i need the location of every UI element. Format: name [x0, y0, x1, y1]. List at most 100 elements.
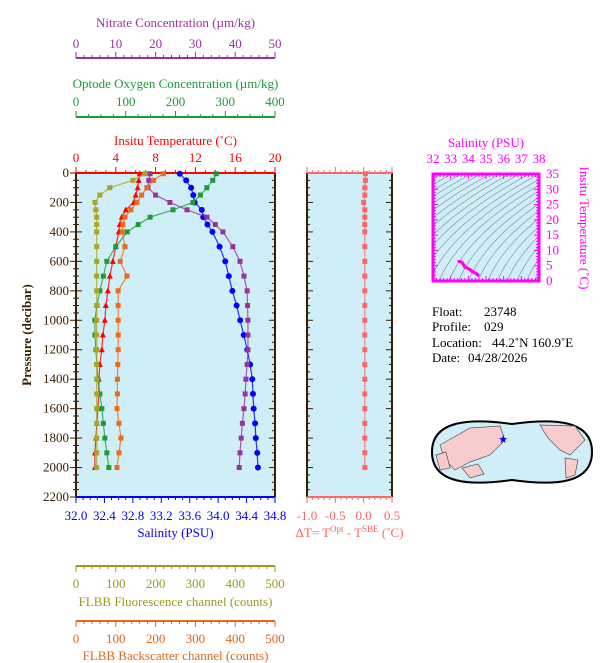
sal-data-point	[216, 243, 223, 250]
temp-tick-label: 20	[269, 150, 282, 165]
nit-data-point	[237, 450, 243, 456]
isopycnal-line	[433, 174, 530, 246]
sal-data-point	[229, 287, 236, 294]
ts-temperature-tick-label: 5	[546, 258, 553, 273]
dt-data-point	[362, 185, 368, 191]
nit-data-point	[230, 244, 236, 250]
temp-data-point	[98, 346, 105, 353]
oxy-tick-label: 300	[216, 94, 236, 109]
isopycnal-line	[433, 174, 501, 219]
ts-salinity-tick-label: 32	[427, 151, 440, 166]
oxy-data-point	[170, 207, 176, 213]
bks-data-point	[117, 258, 123, 264]
flu-data-point	[94, 376, 100, 382]
temp-tick-label: 8	[152, 150, 159, 165]
oxy-axis-title: Optode Oxygen Concentration (µm/kg)	[73, 76, 279, 91]
flu-tick-label: 0	[73, 576, 80, 591]
flu-tick-label: 400	[225, 576, 245, 591]
bks-data-point	[116, 420, 122, 426]
oxy-data-point	[113, 244, 119, 250]
sal-tick-label: 34.4	[235, 508, 258, 523]
ts-temperature-tick-label: 15	[546, 227, 559, 242]
pressure-tick-label: 2000	[43, 460, 69, 475]
dt-data-point	[361, 199, 367, 205]
pressure-tick-label: 1000	[43, 312, 69, 327]
dt-data-point	[362, 317, 368, 323]
sal-tick-label: 34.8	[264, 508, 287, 523]
float-id: 23748	[484, 304, 517, 319]
sal-data-point	[225, 273, 232, 280]
temp-tick-label: 12	[189, 150, 202, 165]
sal-data-point	[204, 221, 211, 228]
nit-tick-label: 0	[73, 36, 80, 51]
bks-data-point	[144, 185, 150, 191]
flu-data-point	[94, 222, 100, 228]
sal-tick-label: 33.6	[178, 508, 201, 523]
dt-tick-label: -0.5	[325, 508, 346, 523]
pressure-tick-label: 0	[63, 165, 70, 180]
isopycnal-line	[487, 218, 539, 281]
oxy-data-point	[204, 185, 210, 191]
flu-axis-title: FLBB Fluorescence channel (counts)	[79, 594, 273, 609]
oxy-data-point	[100, 420, 106, 426]
oxy-data-point	[197, 192, 203, 198]
nit-data-point	[212, 222, 218, 228]
flu-data-point	[94, 406, 100, 412]
flu-data-point	[94, 361, 100, 367]
flu-data-point	[94, 214, 100, 220]
nit-data-point	[236, 465, 242, 471]
flu-data-point	[94, 450, 100, 456]
isopycnal-line	[516, 245, 539, 281]
delta-t-plot-background	[307, 173, 392, 497]
nit-data-point	[242, 391, 248, 397]
dt-data-point	[362, 435, 368, 441]
bks-data-point	[114, 391, 120, 397]
nit-data-point	[245, 303, 251, 309]
oxy-data-point	[102, 435, 108, 441]
temp-data-point	[132, 191, 139, 198]
pressure-tick-label: 2200	[43, 489, 69, 504]
oxy-data-point	[106, 465, 112, 471]
dt-data-point	[362, 171, 368, 177]
oxy-data-point	[210, 177, 216, 183]
temp-data-point	[109, 257, 116, 264]
africa-landmass	[435, 451, 451, 471]
ts-salinity-tick-label: 36	[497, 151, 511, 166]
flu-data-point	[94, 332, 100, 338]
ts-data-point	[476, 273, 480, 277]
ts-temperature-tick-label: 0	[546, 273, 553, 288]
profile-number: 029	[484, 319, 504, 334]
ts-salinity-tick-label: 34	[462, 151, 476, 166]
sal-data-point	[254, 464, 261, 471]
delta-t-superscript: SBE	[362, 524, 379, 534]
sal-data-point	[209, 228, 216, 235]
isopycnal-line	[595, 171, 609, 281]
dt-data-point	[362, 207, 368, 213]
oxy-tick-label: 400	[265, 94, 285, 109]
isopycnal-line	[433, 174, 539, 258]
nit-data-point	[244, 361, 250, 367]
sal-data-point	[250, 405, 257, 412]
dt-data-point	[362, 406, 368, 412]
ts-temperature-tick-label: 35	[546, 166, 559, 181]
bks-data-point	[128, 207, 134, 213]
bks-data-point	[115, 347, 121, 353]
bks-data-point	[115, 361, 121, 367]
temp-data-point	[134, 184, 141, 191]
south-america-landmass	[564, 457, 579, 479]
sal-data-point	[237, 317, 244, 324]
dt-data-point	[362, 229, 368, 235]
flu-data-point	[94, 303, 100, 309]
isopycnal-line	[433, 174, 511, 227]
ts-temperature-tick-label: 10	[546, 242, 559, 257]
nit-tick-label: 20	[149, 36, 162, 51]
nit-data-point	[244, 288, 250, 294]
sal-tick-label: 33.2	[150, 508, 173, 523]
dt-data-point	[362, 347, 368, 353]
profile-label: Profile:	[432, 319, 471, 334]
sal-data-point	[249, 376, 256, 383]
bks-data-point	[114, 406, 120, 412]
temp-data-point	[104, 287, 111, 294]
bks-data-point	[122, 244, 128, 250]
